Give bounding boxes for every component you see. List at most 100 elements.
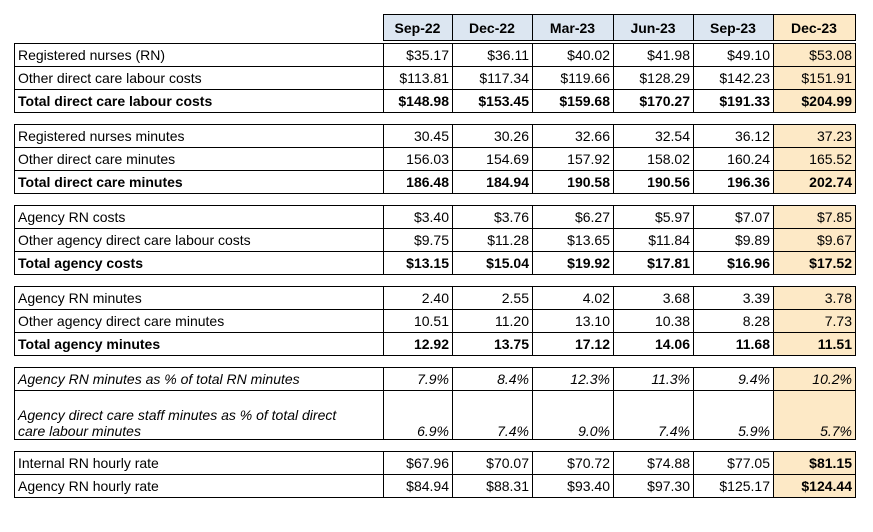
value-cell: 8.28 (693, 309, 774, 333)
table-row: Total agency costs $13.15 $15.04 $19.92 $17.… (14, 251, 856, 275)
group-body: Registered nurses minutes 30.45 30.26 32.66… (14, 124, 856, 194)
value-cell-text: 32.54 (654, 128, 690, 144)
value-cell: 160.24 (693, 147, 774, 171)
row-label-text: Other direct care labour costs (18, 70, 202, 86)
value-cell: 30.26 (452, 124, 533, 148)
value-cell: 10.2% (773, 367, 856, 391)
table-row: Other direct care minutes 156.03 154.69 157… (14, 147, 856, 171)
row-label-text: Agency direct care staff minutes as % of… (18, 407, 337, 439)
value-cell-text: 12.92 (413, 336, 449, 352)
value-cell-text: $153.45 (478, 93, 529, 109)
column-header-text: Dec-23 (791, 19, 837, 36)
value-cell-text: $9.89 (734, 232, 770, 248)
value-cell-text: 37.23 (816, 128, 852, 144)
value-cell-text: 7.4% (658, 423, 690, 439)
value-cell-text: $3.76 (493, 209, 529, 225)
value-cell: 8.4% (452, 367, 533, 391)
value-cell: 11.51 (773, 332, 856, 356)
table-row: Total direct care minutes 186.48 184.94 190… (14, 170, 856, 194)
value-cell-text: $113.81 (399, 70, 449, 86)
value-cell-text: $15.04 (486, 255, 529, 271)
value-cell-text: $41.98 (647, 47, 690, 63)
value-cell-text: $117.34 (479, 70, 529, 86)
value-cell-text: 9.4% (738, 371, 770, 387)
value-cell-text: 13.10 (574, 313, 610, 329)
value-cell-text: 156.03 (406, 151, 449, 167)
value-cell-text: $70.07 (486, 455, 529, 471)
value-cell: $16.96 (693, 251, 774, 275)
value-cell-text: 32.66 (574, 128, 610, 144)
value-cell-text: 190.58 (567, 174, 610, 190)
row-label: Agency RN minutes (14, 286, 384, 310)
value-cell: $67.96 (383, 451, 453, 475)
value-cell-text: 5.7% (820, 423, 852, 439)
column-header-text: Sep-22 (394, 19, 441, 36)
table-container: Sep-22 Dec-22 Mar-23 Jun-23 Sep-23 Dec-23 Regi… (14, 14, 856, 509)
row-label-text: Agency RN costs (18, 209, 126, 225)
value-cell: 3.68 (613, 286, 694, 310)
value-cell-text: $170.27 (639, 93, 690, 109)
row-label: Total agency minutes (14, 332, 384, 356)
table-row: Agency direct care staff minutes as % of… (14, 390, 856, 440)
value-cell: $159.68 (532, 89, 614, 113)
value-cell-text: $125.17 (719, 478, 770, 494)
value-cell: $36.11 (452, 43, 533, 67)
value-cell: $113.81 (383, 66, 453, 90)
column-header: Dec-22 (451, 14, 533, 41)
value-cell: 32.54 (613, 124, 694, 148)
row-label: Other agency direct care labour costs (14, 228, 384, 252)
value-cell: 196.36 (693, 170, 774, 194)
column-header-text: Dec-22 (469, 19, 515, 36)
value-cell: 186.48 (383, 170, 453, 194)
value-cell-text: $77.05 (727, 455, 770, 471)
value-cell: $117.34 (452, 66, 533, 90)
row-label-text: Total agency costs (18, 255, 144, 271)
value-cell: $97.30 (613, 474, 694, 498)
value-cell: 9.0% (532, 390, 614, 440)
value-cell: 12.3% (532, 367, 614, 391)
value-cell-text: $3.40 (413, 209, 449, 225)
value-cell-text: 2.55 (501, 290, 529, 306)
value-cell-text: $13.15 (406, 255, 449, 271)
column-header: Sep-22 (382, 14, 453, 41)
column-header: Mar-23 (531, 14, 614, 41)
value-cell: 4.02 (532, 286, 614, 310)
value-cell-text: 12.3% (570, 371, 610, 387)
value-cell: $49.10 (693, 43, 774, 67)
row-label: Total agency costs (14, 251, 384, 275)
value-cell: 3.78 (773, 286, 856, 310)
value-cell: $128.29 (613, 66, 694, 90)
header-table: Sep-22 Dec-22 Mar-23 Jun-23 Sep-23 Dec-23 (14, 14, 856, 41)
value-cell: $170.27 (613, 89, 694, 113)
value-cell-text: $74.88 (647, 455, 690, 471)
value-cell-text: 4.02 (582, 290, 610, 306)
value-cell: $142.23 (693, 66, 774, 90)
value-cell-text: 10.51 (413, 313, 449, 329)
row-label: Agency RN minutes as % of total RN minut… (14, 367, 384, 391)
row-label: Registered nurses (RN) (14, 43, 384, 67)
value-cell: $81.15 (773, 451, 856, 475)
value-cell: 11.20 (452, 309, 533, 333)
value-cell: 202.74 (773, 170, 856, 194)
value-cell-text: 8.28 (742, 313, 770, 329)
value-cell: $77.05 (693, 451, 774, 475)
value-cell: 14.06 (613, 332, 694, 356)
table-row: Other direct care labour costs $113.81 $11… (14, 66, 856, 90)
value-cell: $15.04 (452, 251, 533, 275)
value-cell-text: 30.26 (493, 128, 529, 144)
value-cell: $17.81 (613, 251, 694, 275)
row-label: Agency RN costs (14, 205, 384, 229)
value-cell: 190.56 (613, 170, 694, 194)
value-cell-text: $191.33 (719, 93, 770, 109)
value-cell-text: $13.65 (567, 232, 610, 248)
value-cell-text: $11.28 (487, 232, 529, 248)
table-row: Registered nurses (RN) $35.17 $36.11 $40.02… (14, 43, 856, 67)
value-cell-text: 10.38 (654, 313, 690, 329)
value-cell: 9.4% (693, 367, 774, 391)
value-cell-text: $67.96 (406, 455, 449, 471)
value-cell: 36.12 (693, 124, 774, 148)
value-cell-text: 202.74 (809, 174, 852, 190)
row-label-text: Total direct care minutes (18, 174, 183, 190)
value-cell-text: $17.81 (647, 255, 690, 271)
